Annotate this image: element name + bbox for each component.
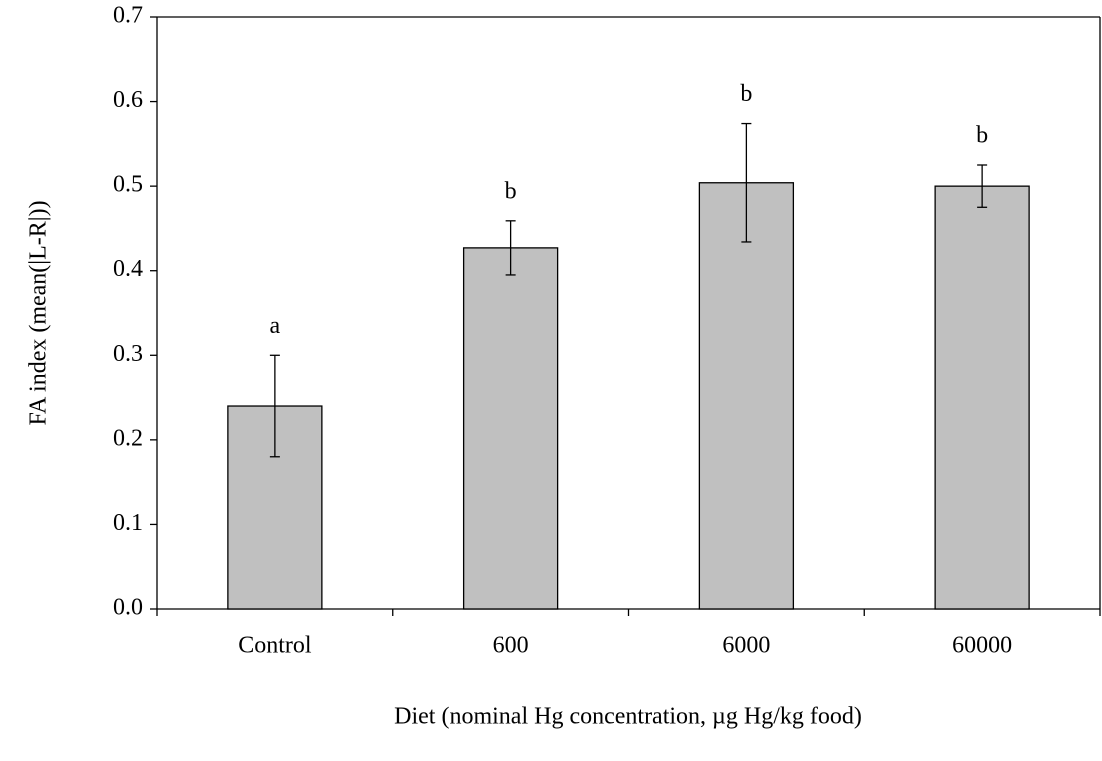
y-tick-label: 0.7	[113, 3, 143, 29]
x-axis-title: Diet (nominal Hg concentration, µg Hg/kg…	[394, 704, 862, 730]
x-tick-label: Control	[238, 633, 312, 659]
bar	[934, 185, 1030, 610]
y-tick-label: 0.4	[113, 256, 143, 282]
annotation: b	[976, 123, 988, 149]
annotation: a	[270, 313, 281, 339]
bar	[462, 247, 559, 610]
bar	[698, 182, 795, 610]
annotation: b	[505, 178, 517, 204]
y-tick-label: 0.1	[113, 510, 143, 536]
y-tick-label: 0.5	[113, 172, 143, 198]
y-tick-label: 0.0	[113, 595, 143, 621]
x-tick-label: 600	[493, 633, 529, 659]
x-tick-label: 6000	[722, 633, 770, 659]
y-axis-title: FA index (mean(|L-R|))	[26, 200, 52, 425]
y-tick-label: 0.6	[113, 87, 143, 113]
annotation: b	[740, 81, 752, 107]
x-tick-label: 60000	[952, 633, 1012, 659]
y-tick-label: 0.2	[113, 425, 143, 451]
y-tick-label: 0.3	[113, 341, 143, 367]
